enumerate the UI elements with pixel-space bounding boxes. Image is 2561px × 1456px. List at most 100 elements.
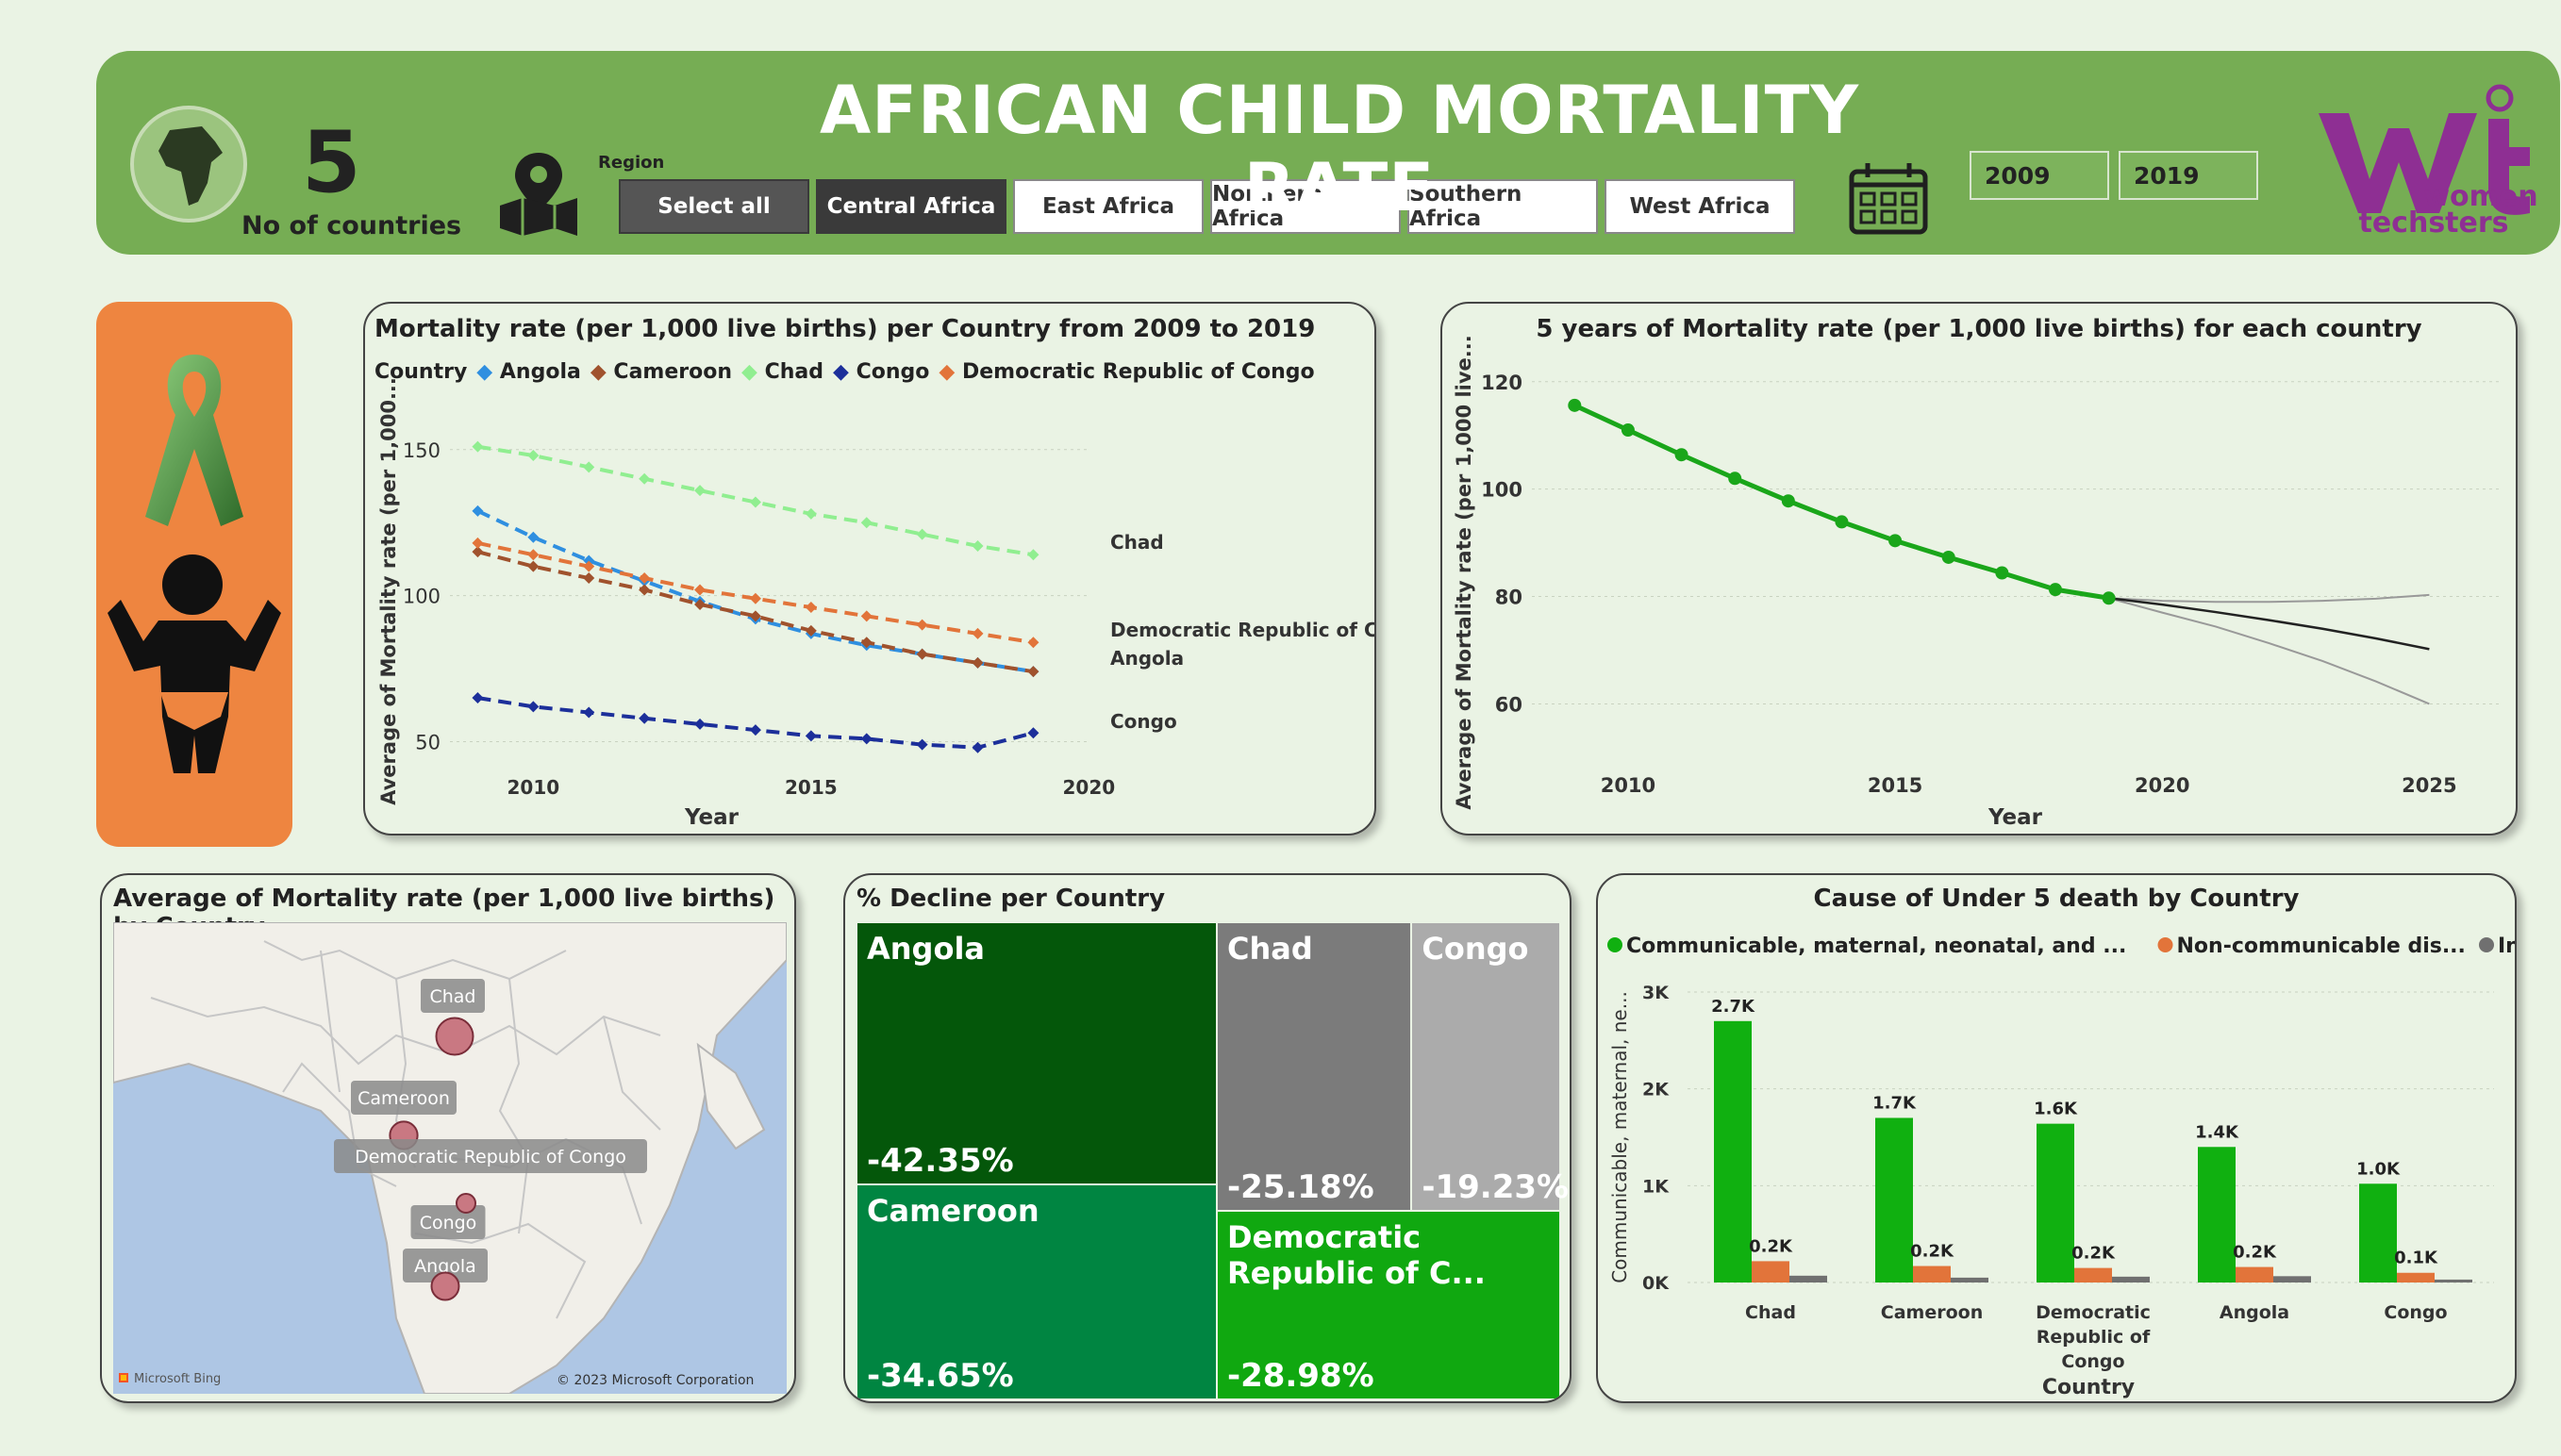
map-bubble[interactable] (435, 1017, 474, 1056)
bar[interactable] (1752, 1261, 1789, 1282)
bar[interactable] (2397, 1272, 2435, 1282)
x-tick-label: 2015 (785, 776, 838, 799)
logo-text-techsters: techsters (2358, 207, 2508, 240)
bar[interactable] (1789, 1275, 1827, 1282)
x-axis-label: Year (684, 805, 740, 830)
x-tick-label: Democratic (2036, 1302, 2151, 1323)
data-point (916, 528, 928, 540)
data-label: 1.7K (1872, 1093, 1917, 1113)
map-attribution-right: © 2023 Microsoft Corporation (557, 1373, 754, 1388)
map-point-label: Chad (429, 986, 475, 1007)
legend-item[interactable]: Communicable, maternal, neonatal, and ..… (1626, 935, 2126, 958)
map-bubble[interactable] (456, 1193, 476, 1214)
date-end-input[interactable]: 2019 (2119, 151, 2258, 200)
data-point (860, 517, 873, 529)
child-head-icon (162, 554, 223, 615)
treemap-cell[interactable]: Angola -42.35% (856, 922, 1217, 1185)
treemap-cell[interactable]: Cameroon -34.65% (856, 1184, 1217, 1399)
date-start-input[interactable]: 2009 (1970, 151, 2109, 200)
data-point (694, 598, 707, 610)
cause-of-death-panel: Cause of Under 5 death by Country Commun… (1596, 873, 2517, 1403)
bar[interactable] (2236, 1266, 2273, 1282)
bar[interactable] (2435, 1279, 2472, 1282)
data-point (472, 505, 484, 517)
data-label: 0.2K (2071, 1244, 2116, 1264)
data-label: 0.2K (1910, 1242, 1954, 1262)
legend-item[interactable]: ◆ Cameroon (590, 360, 732, 384)
map-point-label: Angola (414, 1256, 476, 1277)
bar[interactable] (2273, 1276, 2311, 1282)
bar[interactable] (2074, 1267, 2112, 1282)
chart-legend: Country ◆ Angola ◆ Cameroon ◆ Chad ◆ Congo ◆… (374, 360, 1324, 384)
x-tick-label: Congo (2061, 1351, 2124, 1372)
data-point (805, 602, 817, 614)
data-point (749, 496, 761, 508)
map-label-box (410, 1205, 486, 1239)
series-line-chad (477, 444, 1034, 557)
data-point (972, 627, 984, 639)
region-button-southern-africa[interactable]: Southern Africa (1407, 179, 1598, 234)
region-button-central-africa[interactable]: Central Africa (816, 179, 1006, 234)
data-point (1568, 398, 1582, 412)
treemap-cell[interactable]: Democratic Republic of C... -28.98% (1216, 1211, 1560, 1399)
bar[interactable] (2112, 1276, 2150, 1282)
data-label: 0.1K (2394, 1249, 2438, 1268)
legend-item[interactable]: Non-communicable dis... (2177, 935, 2466, 958)
forecast-line-chart: 60 80 100 120 2010 2015 2020 2025 Year Average of… (1453, 335, 2499, 830)
bar[interactable] (1875, 1117, 1913, 1282)
countries-count: 5 (302, 113, 361, 212)
treemap-cell[interactable]: Congo -19.23% (1411, 922, 1569, 1212)
ribbon-child-icon (108, 355, 281, 773)
bar[interactable] (2359, 1183, 2397, 1282)
legend-item[interactable]: Injuries (2498, 935, 2515, 958)
decline-treemap-panel: % Decline per Country Angola -42.35% Camer… (843, 873, 1572, 1403)
data-point (1027, 666, 1039, 678)
x-tick-label: 2010 (507, 776, 560, 799)
africa-map[interactable]: Microsoft Bing © 2023 Microsoft Corporat… (113, 922, 787, 1394)
y-tick-label: 80 (1495, 587, 1522, 609)
dashboard-title: AFRICAN CHILD MORTALITY RATE (819, 72, 1860, 226)
treemap-cell-value: -28.98% (1226, 1356, 1374, 1395)
legend-marker (2479, 937, 2494, 952)
series-line-democratic-republic-of-congo (477, 540, 1034, 645)
legend-item[interactable]: ◆ Democratic Republic of Congo (939, 360, 1315, 384)
region-slicer-label: Region (598, 153, 665, 173)
region-button-northern-africa[interactable]: Northern Africa (1210, 179, 1401, 234)
data-point (1728, 472, 1742, 486)
logo-text-women: women (2423, 180, 2537, 213)
bar[interactable] (1913, 1266, 1951, 1282)
bar[interactable] (1951, 1277, 1988, 1282)
bar[interactable] (2198, 1147, 2236, 1282)
data-point (1781, 494, 1795, 508)
data-point (583, 461, 595, 473)
x-tick-label: Angola (2220, 1302, 2289, 1323)
data-point (694, 485, 707, 497)
treemap-cell-name: Democratic Republic of C... (1226, 1219, 1486, 1292)
series-line-angola (476, 509, 1034, 674)
legend-item[interactable]: ◆ Chad (741, 360, 823, 384)
y-axis-label: Communicable, maternal, ne... (1608, 991, 1631, 1283)
treemap-cell-value: -19.23% (1422, 1168, 1570, 1207)
map-bubble[interactable] (430, 1271, 460, 1301)
region-button-east-africa[interactable]: East Africa (1013, 179, 1204, 234)
treemap-cell[interactable]: Chad -25.18% (1216, 922, 1412, 1212)
bar[interactable] (2037, 1123, 2074, 1282)
bar[interactable] (1714, 1020, 1752, 1282)
treemap-cell-name: Angola (867, 931, 985, 967)
region-button-select-all[interactable]: Select all (619, 179, 809, 234)
data-point (749, 592, 761, 604)
legend-item[interactable]: ◆ Angola (476, 360, 581, 384)
y-tick-label: 150 (403, 439, 441, 462)
x-tick-label: 2020 (1062, 776, 1115, 799)
data-label: 2.7K (1711, 997, 1755, 1017)
data-point (639, 572, 651, 585)
forecast-upper-bound (2108, 593, 2430, 604)
map-label-box (421, 979, 485, 1013)
x-tick-label: 2020 (2135, 774, 2189, 797)
y-tick-label: 3K (1642, 983, 1670, 1003)
data-point (1888, 534, 1903, 548)
region-button-west-africa[interactable]: West Africa (1605, 179, 1795, 234)
legend-item[interactable]: ◆ Congo (833, 360, 930, 384)
awareness-card (96, 302, 292, 847)
data-point (916, 738, 928, 751)
